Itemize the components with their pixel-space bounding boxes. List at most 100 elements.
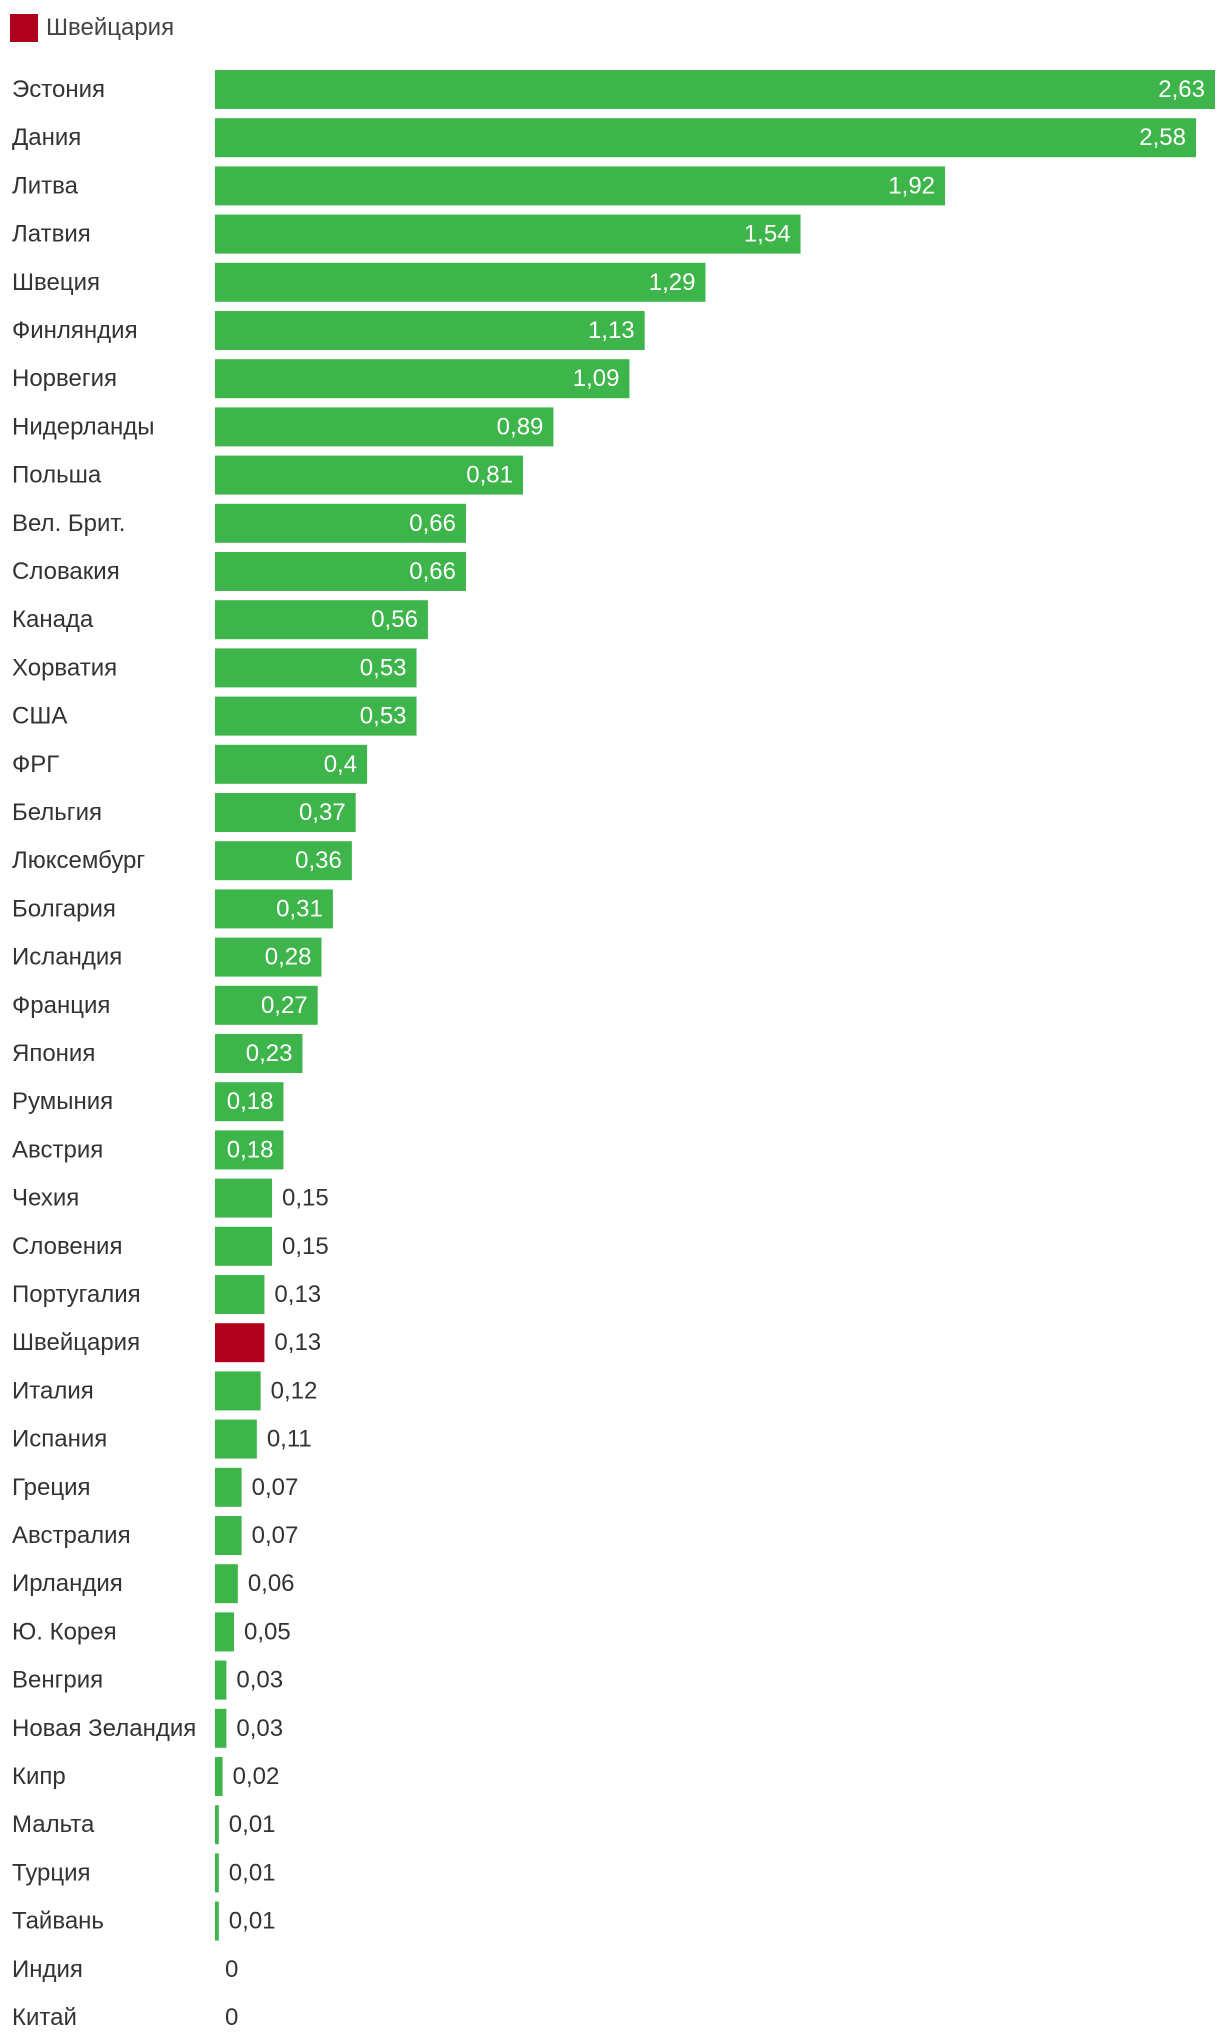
bar <box>215 1034 303 1073</box>
value-label: 0,06 <box>248 1570 295 1597</box>
legend: Швейцария <box>10 13 174 43</box>
bar <box>215 1275 265 1314</box>
bar <box>215 214 801 254</box>
category-label: Дания <box>12 124 81 151</box>
bar <box>215 1082 284 1122</box>
bar <box>215 1660 227 1700</box>
value-label: 0,11 <box>267 1426 312 1453</box>
category-label: Австрия <box>12 1136 103 1163</box>
bar <box>215 1757 223 1796</box>
category-label: Индия <box>12 1956 83 1983</box>
category-label: Нидерланды <box>12 413 154 440</box>
value-label: 0,89 <box>497 413 544 440</box>
bar <box>215 359 630 399</box>
category-label: Словакия <box>12 558 120 585</box>
value-label: 0,66 <box>409 510 456 537</box>
category-label: Исландия <box>12 944 122 971</box>
category-label: Венгрия <box>12 1667 103 1694</box>
value-label: 1,09 <box>573 365 620 392</box>
category-label: США <box>12 703 67 730</box>
category-label: Франция <box>12 992 110 1019</box>
value-label: 0,53 <box>360 654 407 681</box>
category-label: Португалия <box>12 1281 141 1308</box>
bar <box>215 407 554 447</box>
category-label: Турция <box>12 1859 91 1886</box>
bar <box>215 1516 242 1555</box>
value-label: 0,56 <box>371 606 418 633</box>
value-label: 0,07 <box>252 1474 299 1501</box>
bar <box>215 1467 242 1507</box>
value-label: 1,13 <box>588 317 635 344</box>
category-label: Латвия <box>12 221 91 248</box>
bar <box>215 552 466 591</box>
value-label: 0,31 <box>276 895 323 922</box>
bar <box>215 455 523 495</box>
value-label: 0,02 <box>233 1763 280 1790</box>
bar <box>215 841 352 881</box>
value-label: 0,37 <box>299 799 346 826</box>
value-label: 2,63 <box>1158 76 1205 103</box>
value-label: 1,29 <box>649 269 696 296</box>
bar <box>215 1226 273 1266</box>
category-label: Финляндия <box>12 317 138 344</box>
bar <box>215 1130 284 1170</box>
category-label: Чехия <box>12 1185 79 1212</box>
category-label: Канада <box>12 606 94 633</box>
bar <box>215 1853 219 1893</box>
category-label: Ю. Корея <box>12 1618 117 1645</box>
value-label: 0,4 <box>324 751 357 778</box>
value-label: 0,03 <box>236 1715 283 1742</box>
value-label: 0,07 <box>252 1522 299 1549</box>
bar-highlight <box>215 1323 265 1363</box>
bar <box>215 985 318 1025</box>
bar <box>215 311 645 350</box>
bar <box>215 1708 227 1748</box>
value-label: 0,36 <box>295 847 342 874</box>
category-label: Мальта <box>12 1811 95 1838</box>
legend-swatch <box>10 14 38 42</box>
value-label: 0,81 <box>466 462 513 489</box>
value-label: 0,28 <box>265 944 312 971</box>
value-label: 0,53 <box>360 703 407 730</box>
value-label: 0 <box>225 1956 238 1983</box>
value-label: 0,15 <box>282 1185 329 1212</box>
value-label: 0,01 <box>229 1811 276 1838</box>
value-label: 0,27 <box>261 992 308 1019</box>
value-label: 0,12 <box>271 1377 318 1404</box>
bar <box>215 889 333 929</box>
bar <box>215 70 1215 109</box>
bar <box>215 600 428 640</box>
category-label: Вел. Брит. <box>12 510 125 537</box>
bar <box>215 648 417 688</box>
bar <box>215 166 946 206</box>
value-label: 0,13 <box>274 1329 321 1356</box>
category-label: Тайвань <box>12 1908 104 1935</box>
value-label: 0,05 <box>244 1618 291 1645</box>
category-label: Ирландия <box>12 1570 123 1597</box>
value-label: 0,18 <box>227 1088 274 1115</box>
value-label: 0,13 <box>274 1281 321 1308</box>
category-label: Литва <box>12 172 79 199</box>
category-label: Польша <box>12 462 102 489</box>
bar <box>215 1805 219 1845</box>
bar <box>215 118 1196 158</box>
legend-label: Швейцария <box>46 14 175 41</box>
bar <box>215 1612 235 1652</box>
bar <box>215 744 368 784</box>
category-label: Швеция <box>12 269 100 296</box>
value-label: 0,01 <box>229 1908 276 1935</box>
category-label: Хорватия <box>12 654 117 681</box>
value-label: 1,54 <box>744 221 791 248</box>
value-label: 0,03 <box>236 1667 283 1694</box>
category-label: Швейцария <box>12 1329 140 1356</box>
value-label: 0,01 <box>229 1859 276 1886</box>
category-label: Словения <box>12 1233 122 1260</box>
category-label: Новая Зеландия <box>12 1715 196 1742</box>
value-label: 0,66 <box>409 558 456 585</box>
category-label: Австралия <box>12 1522 131 1549</box>
category-label: Греция <box>12 1474 91 1501</box>
value-label: 2,58 <box>1139 124 1186 151</box>
category-label: Эстония <box>12 76 105 103</box>
category-label: Испания <box>12 1426 107 1453</box>
value-label: 0 <box>225 2004 238 2031</box>
